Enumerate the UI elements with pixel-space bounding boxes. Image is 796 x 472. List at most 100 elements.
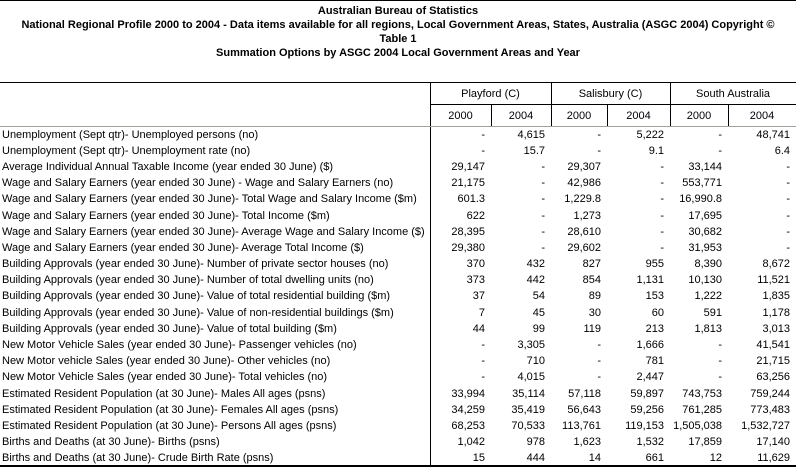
cell-value: - (597, 355, 601, 368)
cell-value: 59,256 (630, 403, 665, 416)
cell-value: 15.7 (523, 144, 545, 157)
table-row: Building Approvals (year ended 30 June)-… (0, 288, 796, 305)
cell-value: 57,118 (568, 387, 601, 400)
cell-value: 16,990.8 (679, 193, 723, 206)
cell-value: 1,505,038 (673, 419, 723, 432)
cell-value: 761,285 (682, 403, 723, 416)
cell-value: - (786, 160, 791, 173)
cell-value: 213 (645, 322, 665, 335)
cell-value: 60 (651, 306, 665, 319)
row-label: Estimated Resident Population (at 30 Jun… (0, 417, 431, 435)
cell-value: 29,380 (451, 241, 485, 254)
year-header: 2000 (550, 104, 608, 127)
cell-value: 10,130 (688, 274, 723, 287)
cell-value: 1,178 (762, 306, 791, 319)
row-label: Estimated Resident Population (at 30 Jun… (0, 401, 431, 418)
cell-value: 153 (645, 290, 665, 303)
row-label: Building Approvals (year ended 30 June)-… (0, 256, 431, 273)
table-row: Average Individual Annual Taxable Income… (0, 158, 796, 176)
table-row: Building Approvals (year ended 30 June)-… (0, 256, 796, 273)
row-label: Wage and Salary Earners (year ended 30 J… (0, 191, 431, 208)
cell-value: - (597, 144, 601, 157)
table-row: New Motor vehicle Sales (year ended 30 J… (0, 353, 796, 370)
row-label: Building Approvals (year ended 30 June)-… (0, 272, 431, 289)
cell-value: - (786, 177, 791, 190)
year-header: 2004 (490, 104, 552, 127)
cell-value: - (481, 355, 485, 368)
cell-value: 442 (526, 274, 545, 287)
cell-value: 17,140 (756, 436, 791, 449)
cell-value: 34,259 (451, 403, 485, 416)
cell-value: 11,629 (757, 451, 791, 464)
cell-value: - (786, 209, 791, 222)
cell-value: - (541, 177, 545, 190)
table-row: Unemployment (Sept qtr)- Unemployed pers… (0, 126, 796, 143)
cell-value: - (660, 241, 665, 254)
cell-value: 3,305 (517, 339, 545, 352)
cell-value: - (660, 160, 665, 173)
cell-value: - (718, 371, 723, 384)
cell-value: 854 (582, 274, 601, 287)
cell-value: - (786, 225, 791, 238)
table-row: Wage and Salary Earners (year ended 30 J… (0, 223, 796, 240)
cell-value: - (786, 241, 791, 254)
column-group-salisbury: Salisbury (C) (550, 82, 671, 105)
table-row: Estimated Resident Population (at 30 Jun… (0, 401, 796, 418)
cell-value: 2,447 (636, 371, 665, 384)
cell-value: 42,986 (567, 177, 601, 190)
table-row: Births and Deaths (at 30 June)- Births (… (0, 434, 796, 451)
cell-value: - (718, 355, 723, 368)
cell-value: 33,144 (688, 160, 723, 173)
table-row: Unemployment (Sept qtr)- Unemployment ra… (0, 142, 796, 159)
cell-value: 14 (588, 451, 601, 464)
cell-value: 30,682 (688, 225, 723, 238)
summation-options-table: Playford (C) Salisbury (C) South Austral… (0, 82, 796, 468)
cell-value: 1,532 (636, 436, 665, 449)
row-label: Wage and Salary Earners (year ended 30 J… (0, 239, 431, 256)
cell-value: - (541, 241, 545, 254)
column-group-playford: Playford (C) (429, 82, 552, 105)
cell-value: 28,610 (567, 225, 601, 238)
cell-value: 773,483 (750, 403, 791, 416)
cell-value: - (660, 177, 665, 190)
cell-value: 44 (472, 322, 485, 335)
cell-value: 54 (532, 290, 545, 303)
cell-value: 743,753 (682, 387, 723, 400)
table-row: Estimated Resident Population (at 30 Jun… (0, 417, 796, 435)
cell-value: 28,395 (451, 225, 485, 238)
cell-value: 827 (582, 258, 601, 271)
cell-value: 6.4 (774, 144, 791, 157)
cell-value: 9.1 (648, 144, 665, 157)
cell-value: 17,859 (688, 436, 723, 449)
cell-value: 661 (645, 451, 665, 464)
title-block: Australian Bureau of Statistics National… (0, 1, 796, 60)
cell-value: 553,771 (682, 177, 723, 190)
cell-value: - (660, 225, 665, 238)
table-row: Births and Deaths (at 30 June)- Crude Bi… (0, 450, 796, 467)
cell-value: 33,994 (451, 387, 485, 400)
cell-value: 63,256 (756, 371, 791, 384)
cell-value: 17,695 (688, 209, 723, 222)
cell-value: 68,253 (451, 419, 485, 432)
cell-value: 8,672 (762, 258, 791, 271)
cell-value: - (597, 128, 601, 141)
cell-value: - (786, 193, 791, 206)
cell-value: - (718, 144, 723, 157)
year-header: 2000 (669, 104, 729, 127)
year-header-row: 2000 2004 2000 2004 2000 2004 (0, 104, 796, 127)
row-label: New Motor vehicle Sales (year ended 30 J… (0, 353, 431, 370)
group-header-row: Playford (C) Salisbury (C) South Austral… (0, 82, 796, 127)
cell-value: 1,532,727 (741, 419, 791, 432)
table-row: Wage and Salary Earners (year ended 30 J… (0, 175, 796, 192)
column-group-south-australia: South Australia (669, 82, 796, 105)
cell-value: 955 (645, 258, 665, 271)
cell-value: - (541, 209, 545, 222)
table-row: Wage and Salary Earners (year ended 30 J… (0, 239, 796, 256)
row-label: Unemployment (Sept qtr)- Unemployed pers… (0, 126, 431, 143)
cell-value: 29,602 (567, 241, 601, 254)
cell-value: 601.3 (457, 193, 485, 206)
cell-value: - (481, 128, 485, 141)
row-label: Building Approvals (year ended 30 June)-… (0, 304, 431, 321)
cell-value: 119,153 (625, 419, 665, 432)
cell-value: - (660, 209, 665, 222)
